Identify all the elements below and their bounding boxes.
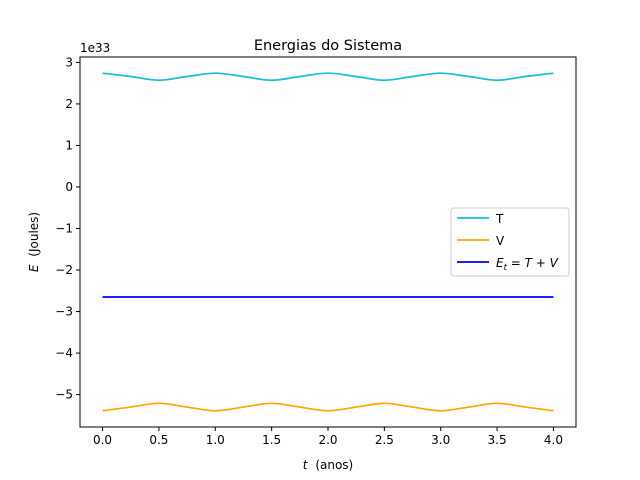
legend-label-et-sub: t xyxy=(504,263,508,273)
y-tick-label: −5 xyxy=(55,388,73,402)
x-axis-label-unit: (anos) xyxy=(315,458,353,472)
y-axis-ticks: 3 2 1 0 −1 −2 −3 −4 −5 xyxy=(55,55,80,402)
y-axis-label: E (Joules) xyxy=(27,212,41,272)
x-tick-label: 1.0 xyxy=(206,433,225,447)
x-tick-label: 2.0 xyxy=(318,433,337,447)
y-tick-label: 0 xyxy=(65,180,73,194)
legend-label-t: T xyxy=(495,212,504,226)
series-line-v xyxy=(102,402,554,412)
y-offset-text: 1e33 xyxy=(80,41,110,55)
series-line-t xyxy=(102,72,554,82)
y-tick-label: −2 xyxy=(55,263,73,277)
x-tick-label: 0.0 xyxy=(93,433,112,447)
y-tick-label: 3 xyxy=(65,55,73,69)
legend-label-et-main: E xyxy=(496,256,504,270)
legend-label-et: Et = T + V xyxy=(496,256,559,273)
legend-label-v: V xyxy=(496,234,505,248)
y-axis-label-variable: E xyxy=(27,264,41,272)
x-tick-label: 1.5 xyxy=(262,433,281,447)
legend-box xyxy=(450,207,570,277)
x-tick-label: 4.0 xyxy=(544,433,563,447)
x-tick-label: 3.5 xyxy=(488,433,507,447)
legend: T V Et = T + V xyxy=(450,207,570,277)
x-axis-ticks: 0.0 0.5 1.0 1.5 2.0 2.5 3.0 3.5 4.0 xyxy=(93,427,563,447)
x-tick-label: 3.0 xyxy=(431,433,450,447)
y-axis-label-unit: (Joules) xyxy=(27,212,41,257)
y-tick-label: 1 xyxy=(65,138,73,152)
y-tick-label: −3 xyxy=(55,305,73,319)
y-tick-label: 2 xyxy=(65,97,73,111)
y-tick-label: −1 xyxy=(55,222,73,236)
x-axis-label-variable: t xyxy=(303,458,309,472)
x-tick-label: 2.5 xyxy=(375,433,394,447)
x-axis-label: t (anos) xyxy=(303,458,353,472)
series-lines xyxy=(102,72,554,412)
y-tick-label: −4 xyxy=(55,346,73,360)
legend-label-et-rest: = T + V xyxy=(507,256,559,270)
chart-title: Energias do Sistema xyxy=(254,38,402,54)
x-tick-label: 0.5 xyxy=(149,433,168,447)
